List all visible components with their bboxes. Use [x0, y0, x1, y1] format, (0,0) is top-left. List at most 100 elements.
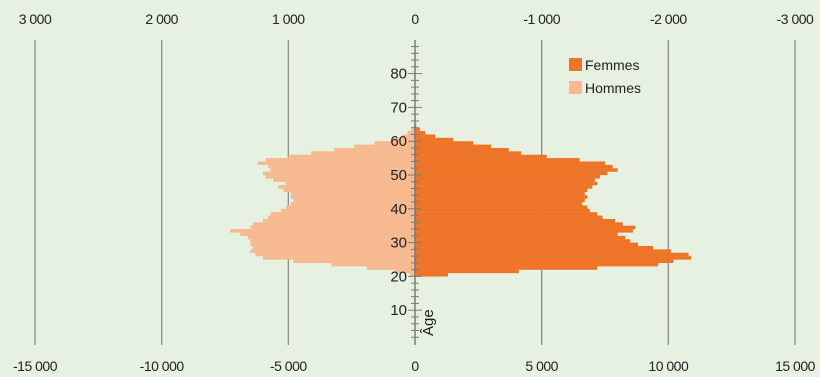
bar-femmes-age-60: [415, 137, 453, 142]
bar-hommes-age-27: [250, 249, 415, 253]
age-axis-ticks: [408, 46, 422, 338]
bar-femmes-age-53: [415, 161, 605, 166]
bar-femmes-age-49: [415, 175, 600, 179]
bar-femmes-age-50: [415, 171, 608, 176]
legend-swatch-hommes: [569, 81, 582, 94]
age-tick-label: 60: [390, 133, 407, 150]
bar-femmes-age-38: [415, 212, 598, 216]
bar-hommes-age-60: [392, 137, 415, 142]
bar-femmes-age-40: [415, 205, 588, 209]
bottom-axis-tick-label: -15 000: [13, 358, 58, 374]
bar-hommes-age-46: [278, 185, 415, 189]
top-axis-labels: 3 000 2 000 1 000 0 -1 000 -2 000 -3 000: [19, 11, 815, 27]
bar-hommes-age-35: [252, 222, 415, 226]
bar-femmes-age-59: [415, 141, 474, 145]
bar-hommes-age-28: [252, 245, 415, 250]
age-tick-label: 70: [390, 99, 407, 116]
bar-femmes-age-37: [415, 215, 603, 220]
bar-hommes-age-39: [280, 208, 415, 213]
bar-femmes-age-51: [415, 168, 618, 172]
bar-hommes-age-47: [285, 181, 415, 186]
bar-femmes-age-31: [415, 235, 626, 240]
bar-femmes-age-32: [415, 232, 618, 236]
bar-femmes-age-25: [415, 256, 692, 260]
bar-femmes-age-20: [415, 273, 448, 277]
bar-femmes-age-22: [415, 266, 598, 270]
bar-hommes-age-34: [250, 225, 415, 230]
bar-femmes-age-57: [415, 147, 509, 152]
age-tick-label: 20: [390, 268, 407, 285]
bar-hommes-age-41: [290, 202, 415, 206]
bar-femmes-age-62: [415, 131, 426, 135]
age-tick-label: 80: [390, 66, 407, 83]
top-axis-tick-label: 1 000: [272, 11, 305, 27]
age-axis-title: Âge: [420, 309, 437, 336]
bar-femmes-age-33: [415, 229, 633, 233]
bar-hommes-age-25: [263, 256, 415, 260]
bar-hommes-age-51: [270, 168, 415, 172]
bar-femmes-age-29: [415, 242, 638, 247]
bar-hommes-age-38: [270, 212, 415, 216]
top-axis-tick-label: -2 000: [650, 11, 687, 27]
bar-femmes-age-42: [415, 198, 585, 203]
bar-femmes-age-56: [415, 151, 522, 155]
top-axis-tick-label: 2 000: [145, 11, 178, 27]
bar-hommes-age-36: [263, 218, 415, 223]
bottom-axis-tick-label: 5 000: [525, 358, 558, 374]
bar-hommes-age-54: [265, 158, 415, 162]
bar-hommes-age-23: [331, 262, 415, 267]
bar-femmes-age-21: [415, 269, 519, 274]
bar-hommes-age-55: [288, 154, 415, 159]
bar-hommes-age-49: [265, 175, 415, 179]
bar-hommes-age-29: [250, 242, 415, 247]
bar-hommes-age-40: [285, 205, 415, 209]
bar-femmes-age-41: [415, 202, 583, 206]
bar-hommes-age-44: [290, 191, 415, 196]
top-axis-tick-label: 0: [411, 11, 419, 27]
legend-label-hommes: Hommes: [585, 80, 641, 96]
bar-hommes-age-26: [255, 252, 415, 257]
age-axis-labels: 10 20 30 40 50 60 70 80: [390, 66, 407, 320]
top-axis-tick-label: 3 000: [19, 11, 52, 27]
bar-femmes-age-36: [415, 218, 616, 223]
bar-hommes-age-31: [247, 235, 415, 240]
bar-femmes-age-44: [415, 191, 585, 196]
bottom-axis-tick-label: 0: [411, 358, 419, 374]
bar-femmes-age-58: [415, 144, 491, 149]
legend: Femmes Hommes: [569, 57, 641, 96]
age-tick-label: 50: [390, 167, 407, 184]
legend-label-femmes: Femmes: [585, 57, 639, 73]
bar-hommes-age-32: [240, 232, 415, 236]
bar-femmes-age-27: [415, 249, 671, 253]
bar-hommes-age-58: [354, 144, 415, 149]
bar-hommes-age-53: [257, 161, 415, 166]
bar-femmes-age-48: [415, 178, 595, 182]
bar-hommes-age-43: [290, 195, 415, 199]
age-tick-label: 10: [390, 302, 407, 319]
legend-swatch-femmes: [569, 58, 582, 71]
bar-hommes-age-62: [407, 131, 415, 135]
bar-hommes-age-45: [283, 188, 415, 193]
bar-hommes-age-21: [394, 269, 415, 274]
age-tick-label: 40: [390, 201, 407, 218]
bar-hommes-age-61: [402, 134, 415, 138]
bar-femmes-age-34: [415, 225, 636, 230]
bar-femmes-age-45: [415, 188, 588, 193]
pyramid-bars: [230, 124, 692, 277]
bottom-axis-tick-label: -10 000: [140, 358, 185, 374]
bar-femmes-age-54: [415, 158, 580, 162]
bar-femmes-age-23: [415, 262, 659, 267]
bar-femmes-age-39: [415, 208, 590, 213]
bar-hommes-age-33: [230, 229, 415, 233]
bar-hommes-age-63: [411, 127, 415, 132]
bar-hommes-age-30: [250, 239, 415, 243]
bar-hommes-age-48: [273, 178, 415, 182]
bottom-axis-labels: -15 000 -10 000 -5 000 0 5 000 10 000 15 000: [13, 358, 816, 374]
bar-femmes-age-52: [415, 164, 613, 169]
bar-hommes-age-56: [311, 151, 415, 155]
bottom-axis-tick-label: -5 000: [270, 358, 307, 374]
bottom-axis-tick-label: 15 000: [775, 358, 816, 374]
bar-hommes-age-59: [374, 141, 415, 145]
bar-femmes-age-26: [415, 252, 689, 257]
